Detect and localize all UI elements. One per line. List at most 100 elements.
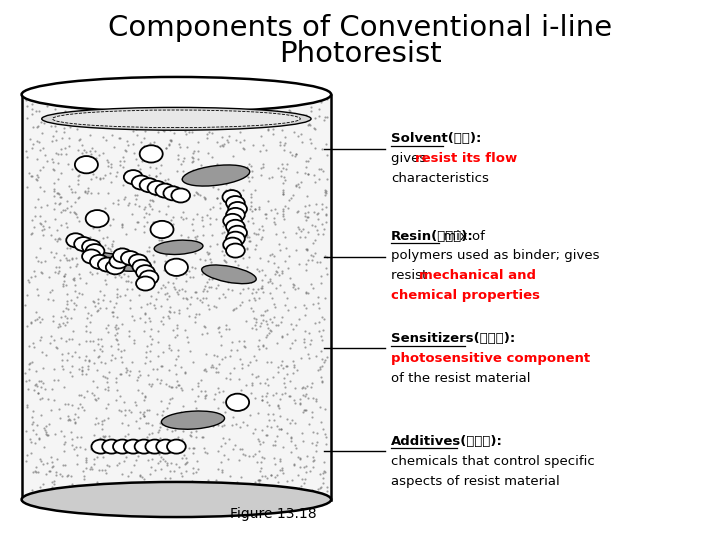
Point xyxy=(156,284,167,293)
Point xyxy=(245,358,256,367)
Point xyxy=(287,356,299,365)
Point xyxy=(212,421,224,429)
Point xyxy=(32,122,43,130)
Point xyxy=(161,380,172,388)
Point xyxy=(117,220,128,229)
Point xyxy=(184,347,196,356)
Point xyxy=(150,445,162,454)
Point xyxy=(254,146,266,155)
Point xyxy=(253,475,265,484)
Point xyxy=(70,210,81,219)
Point xyxy=(290,180,302,189)
Point xyxy=(69,347,81,356)
Point xyxy=(89,391,100,400)
Point xyxy=(151,143,163,152)
Point xyxy=(28,343,40,352)
Point xyxy=(163,307,174,315)
Point xyxy=(81,370,92,379)
Point xyxy=(170,333,181,341)
Point xyxy=(203,305,215,313)
Point xyxy=(89,359,100,368)
Point xyxy=(322,113,333,122)
Point xyxy=(239,94,251,103)
Point xyxy=(58,382,69,391)
Point xyxy=(216,164,228,172)
Point xyxy=(114,160,126,169)
Point xyxy=(21,403,32,411)
Point xyxy=(261,389,273,397)
Point xyxy=(164,474,176,482)
Point xyxy=(40,257,51,266)
Point xyxy=(195,109,207,118)
Point xyxy=(266,423,277,431)
Point xyxy=(184,273,196,282)
Point xyxy=(81,457,92,466)
Point xyxy=(54,414,66,422)
Point xyxy=(241,231,253,239)
Point xyxy=(24,490,35,499)
Point xyxy=(270,91,282,100)
Point xyxy=(156,361,167,370)
Point xyxy=(142,455,153,464)
Point xyxy=(61,290,73,299)
Point xyxy=(249,185,261,194)
Point xyxy=(141,341,153,350)
Point xyxy=(310,235,321,244)
Point xyxy=(320,433,331,441)
Point xyxy=(30,380,42,388)
Point xyxy=(124,106,135,115)
Point xyxy=(35,145,46,154)
Point xyxy=(171,377,182,386)
Circle shape xyxy=(98,258,117,272)
Point xyxy=(303,328,315,337)
Point xyxy=(96,347,108,355)
Point xyxy=(197,294,209,302)
Point xyxy=(161,460,173,469)
Point xyxy=(211,193,222,202)
Point xyxy=(138,326,150,335)
Point xyxy=(210,415,222,423)
Point xyxy=(35,268,47,277)
Point xyxy=(87,92,99,100)
Point xyxy=(273,240,284,248)
Point xyxy=(307,299,319,308)
Point xyxy=(276,332,288,340)
Point xyxy=(315,403,326,411)
Point xyxy=(136,473,148,482)
Point xyxy=(315,98,327,106)
Point xyxy=(146,196,158,205)
Point xyxy=(92,418,104,427)
Point xyxy=(99,372,111,381)
Point xyxy=(153,110,165,119)
Point xyxy=(284,195,295,204)
Point xyxy=(94,286,106,295)
Point xyxy=(147,182,158,191)
Point xyxy=(30,272,41,281)
Point xyxy=(232,241,243,250)
Point xyxy=(190,122,202,130)
Point xyxy=(61,204,73,213)
Point xyxy=(300,168,311,177)
Point xyxy=(41,102,53,110)
Point xyxy=(76,107,87,116)
Point xyxy=(45,122,57,130)
Point xyxy=(114,157,126,165)
Point xyxy=(32,173,44,181)
Point xyxy=(98,431,109,440)
Point xyxy=(81,256,93,265)
Point xyxy=(102,461,113,469)
Point xyxy=(81,454,92,463)
Point xyxy=(90,413,102,422)
Point xyxy=(160,491,171,500)
Point xyxy=(81,107,92,116)
Point xyxy=(296,227,307,235)
Point xyxy=(120,146,131,154)
Point xyxy=(251,288,262,297)
Point xyxy=(91,365,103,374)
Point xyxy=(51,237,63,246)
Point xyxy=(139,393,150,401)
Point xyxy=(37,231,49,239)
Point xyxy=(271,230,282,238)
Point xyxy=(26,485,37,494)
Point xyxy=(114,392,125,401)
